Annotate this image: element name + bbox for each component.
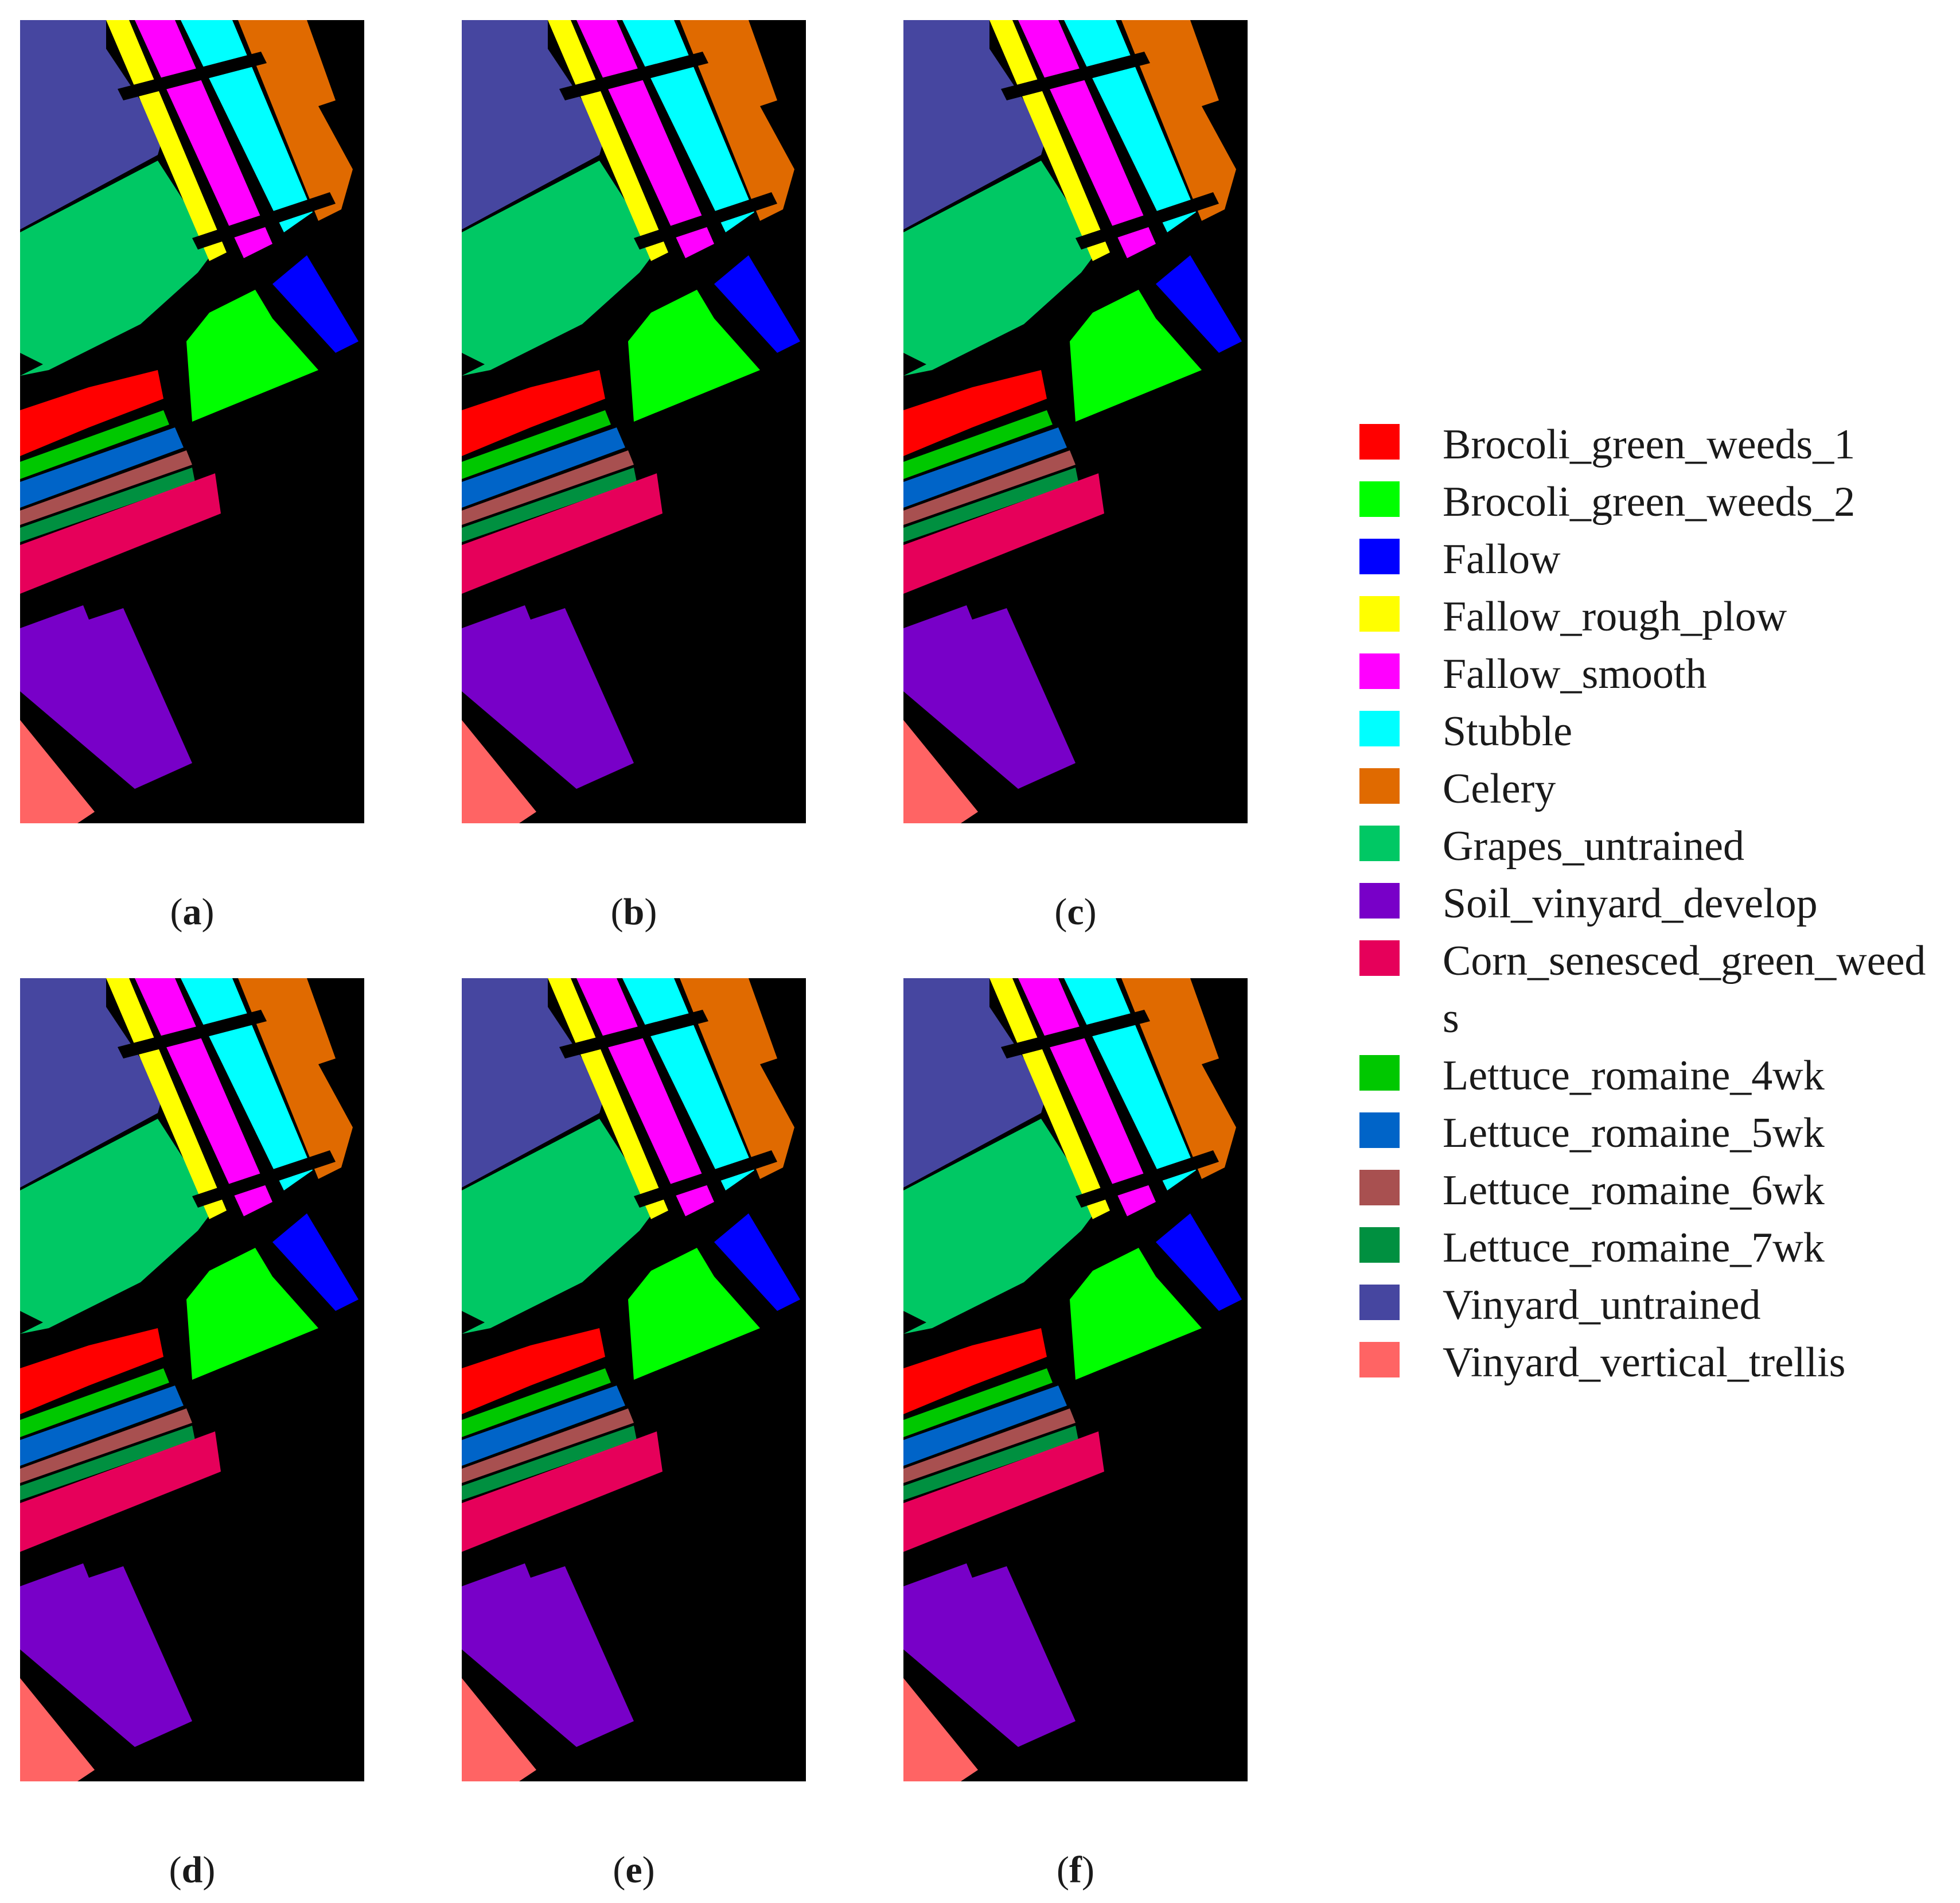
legend-swatch (1359, 826, 1400, 861)
legend-label: Fallow_smooth (1443, 651, 1707, 698)
legend-item: Soil_vinyard_develop (1359, 875, 1956, 932)
legend-label: Corn_senesced_green_weeds (1443, 937, 1926, 1042)
legend: Brocoli_green_weeds_1 Brocoli_green_weed… (1359, 416, 1956, 1391)
legend-swatch (1359, 424, 1400, 460)
legend-item: Vinyard_untrained (1359, 1277, 1956, 1334)
map-panel-f (903, 978, 1248, 1781)
legend-item: Grapes_untrained (1359, 818, 1956, 875)
legend-label: Soil_vinyard_develop (1443, 880, 1818, 927)
legend-item: Lettuce_romaine_5wk (1359, 1104, 1956, 1162)
legend-swatch (1359, 1342, 1400, 1377)
legend-swatch (1359, 940, 1400, 976)
legend-label: Vinyard_vertical_trellis (1443, 1339, 1846, 1386)
legend-swatch (1359, 596, 1400, 632)
legend-swatch (1359, 1112, 1400, 1148)
legend-swatch (1359, 1227, 1400, 1263)
legend-item: Vinyard_vertical_trellis (1359, 1334, 1956, 1391)
caption-a: (a) (170, 891, 215, 933)
legend-item: Fallow_smooth (1359, 645, 1956, 703)
classification-map-c (903, 20, 1242, 823)
legend-swatch (1359, 1055, 1400, 1091)
legend-label: Vinyard_untrained (1443, 1282, 1761, 1329)
legend-item: Brocoli_green_weeds_2 (1359, 473, 1956, 531)
caption-d: (d) (169, 1849, 216, 1891)
map-panel-a (20, 20, 364, 823)
legend-label: Lettuce_romaine_6wk (1443, 1167, 1825, 1214)
legend-item: Fallow (1359, 531, 1956, 588)
legend-swatch (1359, 481, 1400, 517)
legend-label: Grapes_untrained (1443, 823, 1745, 870)
legend-label: Fallow_rough_plow (1443, 593, 1787, 640)
legend-label: Brocoli_green_weeds_2 (1443, 478, 1856, 526)
legend-label: Brocoli_green_weeds_1 (1443, 421, 1856, 468)
legend-item: Lettuce_romaine_6wk (1359, 1162, 1956, 1219)
legend-swatch (1359, 539, 1400, 574)
legend-label: Fallow (1443, 536, 1561, 583)
legend-item: Corn_senesced_green_weeds (1359, 932, 1956, 1047)
legend-item: Celery (1359, 760, 1956, 818)
map-panel-c (903, 20, 1248, 823)
legend-swatch (1359, 1285, 1400, 1320)
legend-swatch (1359, 1170, 1400, 1205)
classification-map-b (462, 20, 800, 823)
legend-swatch (1359, 653, 1400, 689)
legend-swatch (1359, 883, 1400, 919)
legend-label: Celery (1443, 765, 1556, 812)
legend-label: Lettuce_romaine_5wk (1443, 1110, 1825, 1157)
map-panel-e (462, 978, 806, 1781)
legend-item: Stubble (1359, 703, 1956, 760)
classification-map-a (20, 20, 359, 823)
caption-e: (e) (613, 1849, 655, 1891)
legend-label: Stubble (1443, 708, 1573, 755)
legend-item: Brocoli_green_weeds_1 (1359, 416, 1956, 473)
map-panel-d (20, 978, 364, 1781)
classification-map-f (903, 978, 1242, 1781)
caption-b: (b) (610, 891, 657, 933)
classification-map-d (20, 978, 359, 1781)
legend-swatch (1359, 768, 1400, 804)
classification-map-e (462, 978, 800, 1781)
caption-c: (c) (1054, 891, 1097, 933)
legend-swatch (1359, 711, 1400, 746)
legend-item: Lettuce_romaine_4wk (1359, 1047, 1956, 1104)
legend-item: Fallow_rough_plow (1359, 588, 1956, 645)
legend-label: Lettuce_romaine_7wk (1443, 1224, 1825, 1271)
legend-item: Lettuce_romaine_7wk (1359, 1219, 1956, 1277)
caption-f: (f) (1057, 1849, 1094, 1891)
map-panel-b (462, 20, 806, 823)
legend-label: Lettuce_romaine_4wk (1443, 1052, 1825, 1099)
